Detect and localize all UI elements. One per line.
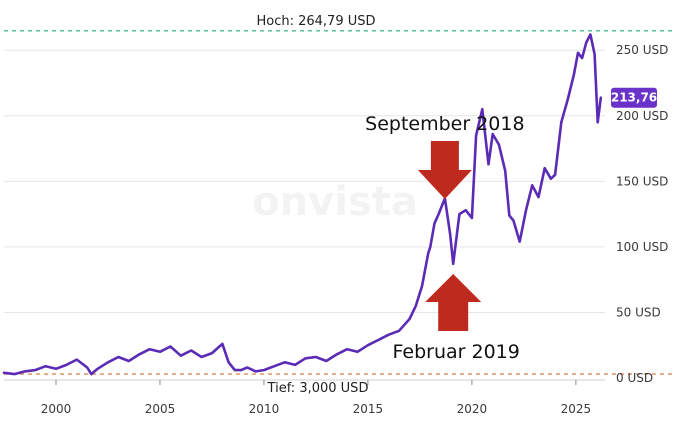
- last-price-value: 213,76: [611, 91, 657, 105]
- y-tick-label: 100 USD: [616, 240, 668, 254]
- annotation-label: Februar 2019: [393, 341, 520, 363]
- x-axis: 2000 2005 2010 2015 2020 2025: [4, 379, 605, 416]
- x-tick-label: 2020: [457, 402, 488, 416]
- y-tick-label: 0 USD: [616, 371, 653, 385]
- annotation-up: Februar 2019: [393, 274, 520, 363]
- x-tick-label: 2000: [41, 402, 72, 416]
- y-tick-label: 200 USD: [616, 109, 668, 123]
- x-tick-label: 2010: [249, 402, 280, 416]
- y-tick-label: 250 USD: [616, 43, 668, 57]
- y-tick-label: 150 USD: [616, 174, 668, 188]
- x-tick-label: 2015: [353, 402, 384, 416]
- last-price-badge: 213,76: [611, 87, 657, 108]
- low-label: Tief: 3,000 USD: [267, 381, 369, 396]
- y-tick-label: 50 USD: [616, 305, 661, 319]
- last-price-badge-box: [611, 87, 657, 108]
- x-tick-label: 2025: [561, 402, 592, 416]
- price-line: [2, 33, 603, 376]
- watermark: onvista: [252, 179, 418, 225]
- high-label: Hoch: 264,79 USD: [256, 14, 375, 29]
- annotation-label: September 2018: [365, 113, 524, 135]
- grid-lines: [4, 49, 605, 313]
- annotation-arrow: [425, 274, 482, 331]
- x-tick-label: 2005: [145, 402, 176, 416]
- annotations: September 2018 Februar 2019: [365, 113, 524, 363]
- annotation-down: September 2018: [365, 113, 525, 199]
- y-axis: 0 USD 50 USD 100 USD 150 USD 200 USD 250 USD: [616, 43, 668, 385]
- annotation-arrow: [417, 141, 472, 199]
